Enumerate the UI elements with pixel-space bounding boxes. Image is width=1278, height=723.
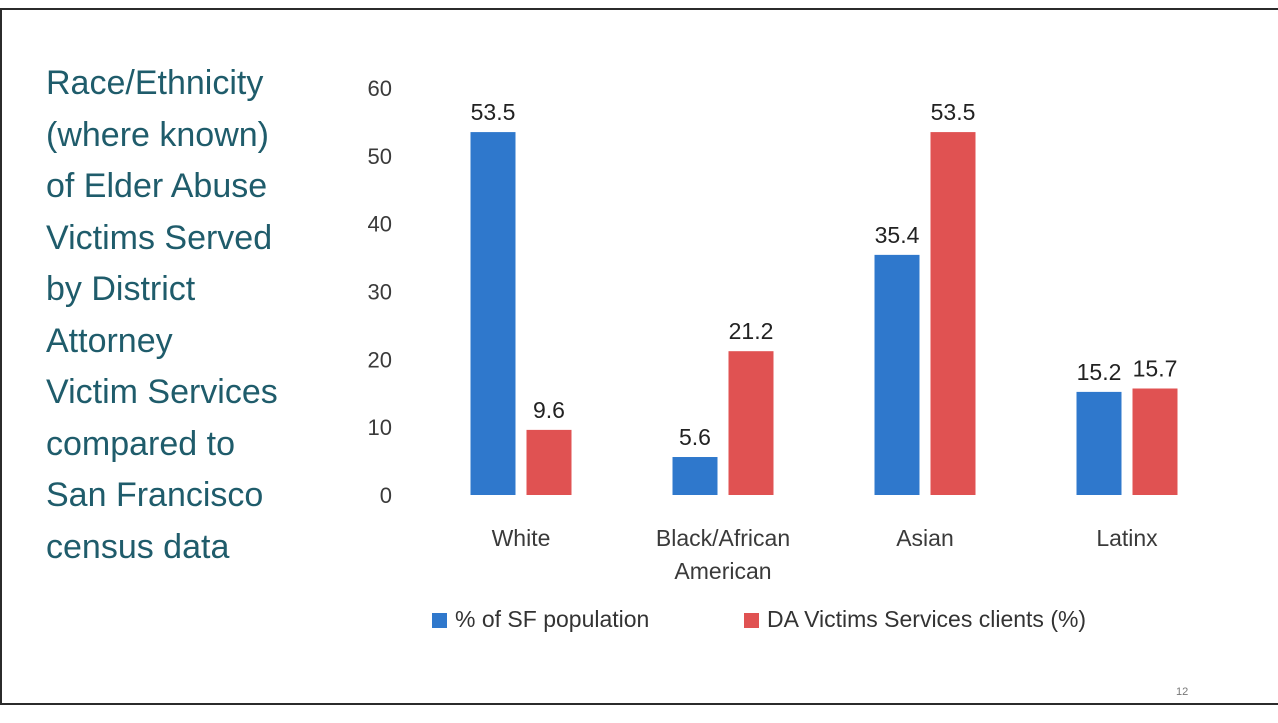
title-line: of Elder Abuse	[46, 167, 268, 205]
y-tick-label: 40	[368, 212, 392, 237]
title-line: by District	[46, 270, 196, 308]
y-tick-label: 10	[368, 415, 392, 440]
title-line: San Francisco	[46, 476, 264, 514]
slide-border-top	[0, 8, 1278, 10]
bar	[728, 351, 774, 495]
x-category-label: White	[492, 525, 551, 551]
y-tick-label: 30	[368, 280, 392, 305]
bar	[470, 132, 516, 495]
data-label: 9.6	[533, 397, 565, 423]
slide-title: Race/Ethnicity (where known) of Elder Ab…	[46, 58, 336, 573]
data-label: 53.5	[471, 99, 516, 125]
bar	[1076, 391, 1122, 495]
data-label: 21.2	[729, 318, 774, 344]
data-label: 15.7	[1133, 356, 1178, 382]
legend-label: DA Victims Services clients (%)	[767, 606, 1086, 632]
page-number: 12	[1176, 686, 1189, 698]
x-category-label: Black/African American	[656, 525, 790, 584]
y-tick-label: 20	[368, 347, 392, 372]
legend-label: % of SF population	[455, 606, 649, 632]
slide-border-bottom	[0, 703, 1278, 705]
title-line: Race/Ethnicity	[46, 64, 264, 102]
y-tick-label: 60	[368, 76, 392, 101]
bar	[1132, 388, 1178, 495]
x-category-label: Asian	[896, 525, 954, 551]
bar	[930, 132, 976, 495]
data-label: 53.5	[931, 99, 976, 125]
data-label: 5.6	[679, 424, 711, 450]
title-line: (where known)	[46, 115, 269, 154]
slide-border-left	[0, 8, 2, 704]
data-label: 35.4	[875, 222, 920, 248]
legend-swatch	[744, 613, 759, 628]
data-label: 15.2	[1077, 359, 1122, 385]
bar	[526, 429, 572, 495]
title-line: Attorney	[46, 321, 173, 360]
y-tick-label: 0	[380, 483, 392, 508]
title-line: census data	[46, 527, 230, 566]
title-line: Victims Served	[46, 218, 273, 257]
x-category-label: Latinx	[1096, 525, 1158, 551]
title-line: Victim Services	[46, 373, 278, 411]
title-line: compared to	[46, 424, 235, 463]
y-tick-label: 50	[368, 144, 392, 169]
bar	[672, 457, 718, 495]
legend-swatch	[432, 613, 447, 628]
bar	[874, 254, 920, 495]
